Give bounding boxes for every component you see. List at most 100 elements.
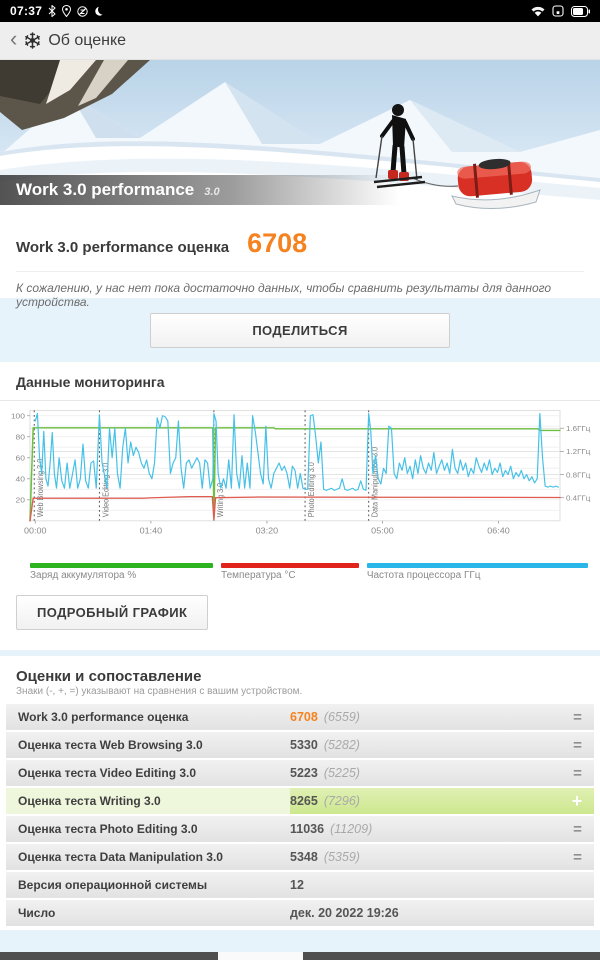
- score-value: 6708: [247, 228, 308, 258]
- score-label: Work 3.0 performance оценка: [16, 239, 230, 256]
- row-compare-score: (5359): [323, 850, 360, 864]
- svg-text:20: 20: [16, 496, 26, 505]
- status-bar: 07:37: [0, 0, 600, 22]
- svg-text:100: 100: [11, 412, 26, 421]
- svg-text:80: 80: [16, 433, 26, 442]
- row-score: дек. 20 2022 19:26: [290, 906, 399, 920]
- sim-icon: [552, 5, 564, 17]
- row-value: 11036 (11209): [290, 816, 560, 842]
- table-row[interactable]: Work 3.0 performance оценка 6708 (6559) =: [6, 704, 594, 730]
- legend-label: Заряд аккумулятора %: [30, 570, 137, 581]
- comparison-subtitle: Знаки (-, +, =) указывают на сравнения с…: [16, 686, 303, 697]
- share-section: ПОДЕЛИТЬСЯ: [0, 298, 600, 362]
- equal-badge-icon: =: [573, 708, 582, 726]
- navbar-left-segment: [0, 952, 218, 960]
- row-badge-cell: =: [560, 816, 594, 842]
- banner-image: Work 3.0 performance 3.0: [0, 60, 600, 218]
- svg-text:0.4ГГц: 0.4ГГц: [566, 494, 591, 503]
- svg-text:06:40: 06:40: [487, 526, 510, 535]
- svg-text:Data Manipulation 3.0: Data Manipulation 3.0: [370, 447, 379, 517]
- row-badge-cell: =: [560, 844, 594, 870]
- equal-badge-icon: =: [573, 736, 582, 754]
- table-row[interactable]: Оценка теста Photo Editing 3.0 11036 (1120…: [6, 816, 594, 842]
- wifi-icon: [531, 6, 545, 17]
- legend-label: Частота процессора ГГц: [366, 570, 481, 581]
- row-score: 5223: [290, 766, 318, 780]
- svg-text:Web Browsing 3.0: Web Browsing 3.0: [36, 459, 45, 517]
- chart-legend: Заряд аккумулятора % Температура °C Частот…: [0, 557, 600, 581]
- row-badge-cell: [560, 872, 594, 898]
- row-compare-score: (7296): [323, 794, 360, 808]
- table-row[interactable]: Оценка теста Writing 3.0 8265 (7296) +: [6, 788, 594, 814]
- legend-item: Температура °C: [221, 563, 359, 581]
- table-row[interactable]: Оценка теста Web Browsing 3.0 5330 (5282) =: [6, 732, 594, 758]
- comparison-title: Оценки и сопоставление: [16, 668, 202, 685]
- row-score: 8265: [290, 794, 318, 808]
- bluetooth-icon: [48, 5, 56, 17]
- row-value: 6708 (6559): [290, 704, 560, 730]
- svg-text:Video Editing 3.0: Video Editing 3.0: [101, 463, 110, 517]
- table-row[interactable]: Версия операционной системы 12: [6, 872, 594, 898]
- svg-text:1.6ГГц: 1.6ГГц: [566, 424, 591, 433]
- row-compare-score: (6559): [323, 710, 360, 724]
- banner-version: 3.0: [204, 185, 220, 198]
- row-badge-cell: [560, 900, 594, 926]
- share-button[interactable]: ПОДЕЛИТЬСЯ: [150, 312, 450, 348]
- equal-badge-icon: =: [573, 764, 582, 782]
- svg-text:01:40: 01:40: [140, 526, 163, 535]
- row-compare-score: (5225): [323, 766, 360, 780]
- legend-label: Температура °C: [221, 570, 296, 581]
- row-label: Оценка теста Writing 3.0: [6, 788, 290, 814]
- comparison-card: Оценки и сопоставление Знаки (-, +, =) у…: [0, 656, 600, 930]
- legend-color-bar: [221, 563, 359, 568]
- row-value: 8265 (7296): [290, 788, 560, 814]
- pcmark-snowflake-icon: [24, 32, 41, 49]
- row-value: 5223 (5225): [290, 760, 560, 786]
- row-value: 5330 (5282): [290, 732, 560, 758]
- comparison-table: Work 3.0 performance оценка 6708 (6559) = Оц…: [0, 704, 600, 926]
- navbar-right-segment: [303, 952, 600, 960]
- app-bar: ‹ Об оценке: [0, 22, 600, 60]
- row-label: Число: [18, 906, 56, 920]
- row-label: Work 3.0 performance оценка: [18, 710, 189, 724]
- legend-item: Заряд аккумулятора %: [30, 563, 214, 581]
- svg-text:1.2ГГц: 1.2ГГц: [566, 447, 591, 456]
- monitoring-chart: 20 40 60 80 100 0.4ГГц 0.8ГГц 1.2ГГц 1.6ГГц 00:00…: [11, 409, 591, 535]
- legend-color-bar: [30, 563, 214, 568]
- table-row[interactable]: Число дек. 20 2022 19:26: [6, 900, 594, 926]
- row-score: 5348: [290, 850, 318, 864]
- banner-title-band: Work 3.0 performance 3.0: [0, 175, 420, 205]
- row-score: 11036: [290, 822, 325, 836]
- row-badge-cell: =: [560, 760, 594, 786]
- svg-text:05:00: 05:00: [371, 526, 394, 535]
- page-title: Об оценке: [48, 31, 127, 49]
- sled-illustration: [451, 158, 541, 209]
- row-badge-cell: +: [560, 788, 594, 814]
- battery-icon: [571, 5, 590, 17]
- table-row[interactable]: Оценка теста Video Editing 3.0 5223 (5225)…: [6, 760, 594, 786]
- legend-item: Частота процессора ГГц: [366, 563, 588, 581]
- clock: 07:37: [10, 4, 43, 18]
- location-icon: [62, 5, 72, 17]
- table-row[interactable]: Оценка теста Data Manipulation 3.0 5348 (5…: [6, 844, 594, 870]
- footer-gap: [0, 930, 600, 952]
- row-label: Оценка теста Video Editing 3.0: [18, 766, 197, 780]
- score-card: Work 3.0 performance оценка 6708 К сожал…: [0, 218, 600, 309]
- row-compare-score: (11209): [330, 822, 373, 836]
- row-label: Версия операционной системы: [18, 878, 208, 892]
- navigation-bar[interactable]: [0, 952, 600, 960]
- score-note: К сожалению, у нас нет пока достаточно д…: [16, 271, 584, 309]
- row-badge-cell: =: [560, 704, 594, 730]
- svg-text:Photo Editing 3.0: Photo Editing 3.0: [307, 462, 316, 517]
- row-label: Оценка теста Web Browsing 3.0: [18, 738, 203, 752]
- row-value: дек. 20 2022 19:26: [290, 900, 560, 926]
- svg-text:40: 40: [16, 475, 26, 484]
- svg-text:00:00: 00:00: [24, 526, 47, 535]
- row-label: Оценка теста Data Manipulation 3.0: [18, 850, 223, 864]
- detailed-graph-button[interactable]: ПОДРОБНЫЙ ГРАФИК: [16, 595, 209, 630]
- row-score: 6708: [290, 710, 318, 724]
- back-button[interactable]: ‹: [10, 25, 18, 51]
- banner-title: Work 3.0 performance: [16, 180, 195, 199]
- equal-badge-icon: =: [573, 820, 582, 838]
- row-compare-score: (5282): [323, 738, 360, 752]
